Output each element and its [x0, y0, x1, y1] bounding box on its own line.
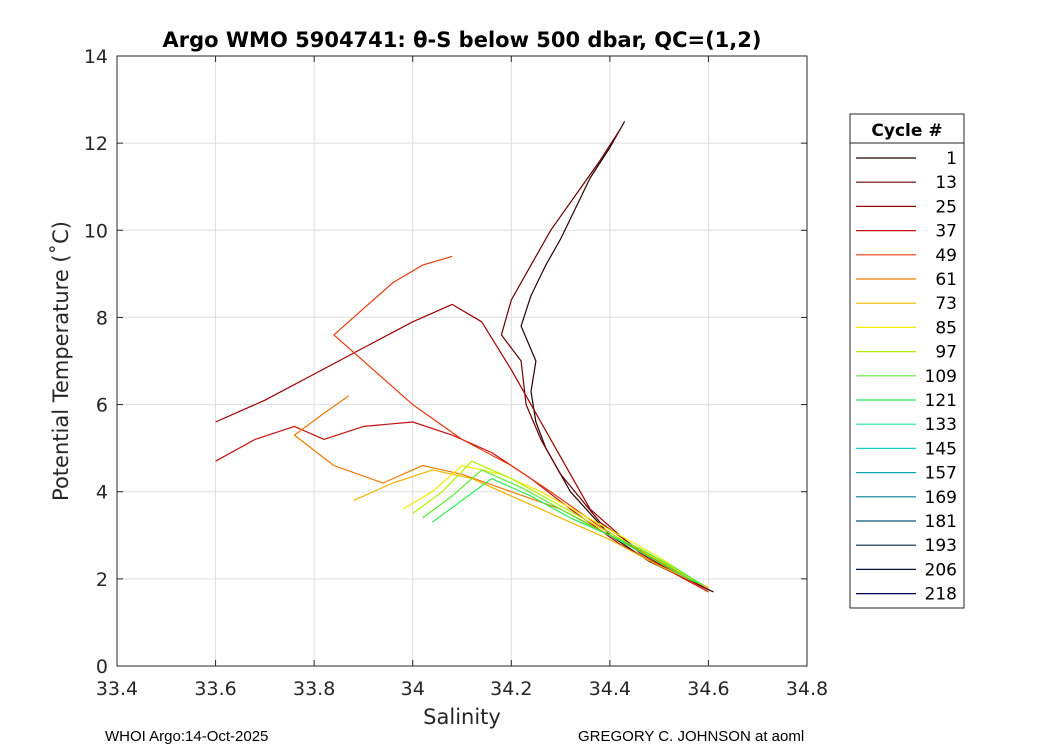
legend-label: 157 — [925, 464, 957, 484]
x-tick-label: 33.6 — [194, 678, 236, 700]
y-tick-label: 6 — [96, 395, 108, 417]
legend-label: 133 — [925, 415, 957, 435]
legend-entries: 1 13 25 37 49 61 73 85 97 109 121 133 145 157 169 181 19… — [856, 149, 957, 605]
y-tick-label: 12 — [84, 133, 108, 155]
y-tick-label: 2 — [96, 569, 108, 591]
y-axis-ticks: 0 2 4 6 8 10 12 14 — [84, 46, 807, 678]
x-tick-label: 34.4 — [589, 678, 631, 700]
legend-box — [849, 113, 965, 609]
y-tick-label: 8 — [96, 307, 108, 329]
legend-label: 25 — [935, 197, 957, 217]
y-tick-label: 10 — [84, 220, 108, 242]
series-line — [412, 460, 704, 586]
legend-title: Cycle # — [871, 121, 942, 141]
legend-label: 193 — [925, 536, 957, 556]
legend-label: 37 — [935, 222, 957, 242]
x-tick-label: 34 — [401, 678, 425, 700]
legend-label: 121 — [925, 391, 957, 411]
legend-label: 13 — [935, 173, 957, 193]
legend-label: 73 — [935, 294, 957, 314]
y-axis-label: Potential Temperature (˚C) — [49, 221, 73, 501]
plot-frame — [116, 55, 808, 667]
legend-label: 145 — [925, 439, 957, 459]
plot-area — [117, 56, 807, 666]
x-axis-ticks: 33.4 33.6 33.8 34 34.2 34.4 34.6 34.8 — [96, 56, 828, 700]
legend-label: 206 — [925, 560, 957, 580]
legend-label: 169 — [925, 488, 957, 508]
x-tick-label: 34.8 — [786, 678, 828, 700]
x-tick-label: 34.6 — [687, 678, 729, 700]
y-tick-label: 14 — [84, 46, 108, 68]
legend-label: 181 — [925, 512, 957, 532]
series-line — [500, 129, 709, 591]
legend-label: 1 — [946, 149, 957, 169]
legend: Cycle # 1 13 25 37 49 61 73 85 97 109 121 133 145 157… — [849, 113, 965, 609]
legend-label: 109 — [925, 367, 957, 387]
legend-label: 85 — [935, 318, 957, 338]
x-tick-label: 34.2 — [490, 678, 532, 700]
y-tick-label: 4 — [96, 482, 108, 504]
footer-right: GREGORY C. JOHNSON at aoml — [578, 728, 804, 745]
chart-title: Argo WMO 5904741: θ-S below 500 dbar, QC… — [163, 28, 762, 52]
footer-left: WHOI Argo:14-Oct-2025 — [105, 728, 268, 745]
legend-label: 218 — [925, 585, 957, 605]
series-line — [520, 121, 714, 593]
legend-label: 49 — [935, 246, 957, 266]
series-line — [402, 465, 699, 584]
series-line — [432, 478, 699, 584]
series-line — [422, 469, 704, 586]
x-axis-label: Salinity — [423, 705, 501, 729]
series-line — [353, 469, 709, 589]
x-tick-label: 33.4 — [96, 678, 138, 700]
legend-label: 61 — [935, 270, 957, 290]
series-line — [333, 255, 709, 593]
x-tick-label: 33.8 — [293, 678, 335, 700]
y-tick-label: 0 — [96, 656, 108, 678]
series-lines — [215, 121, 714, 593]
series-line — [215, 421, 709, 593]
legend-label: 97 — [935, 343, 957, 363]
series-line — [215, 303, 709, 593]
